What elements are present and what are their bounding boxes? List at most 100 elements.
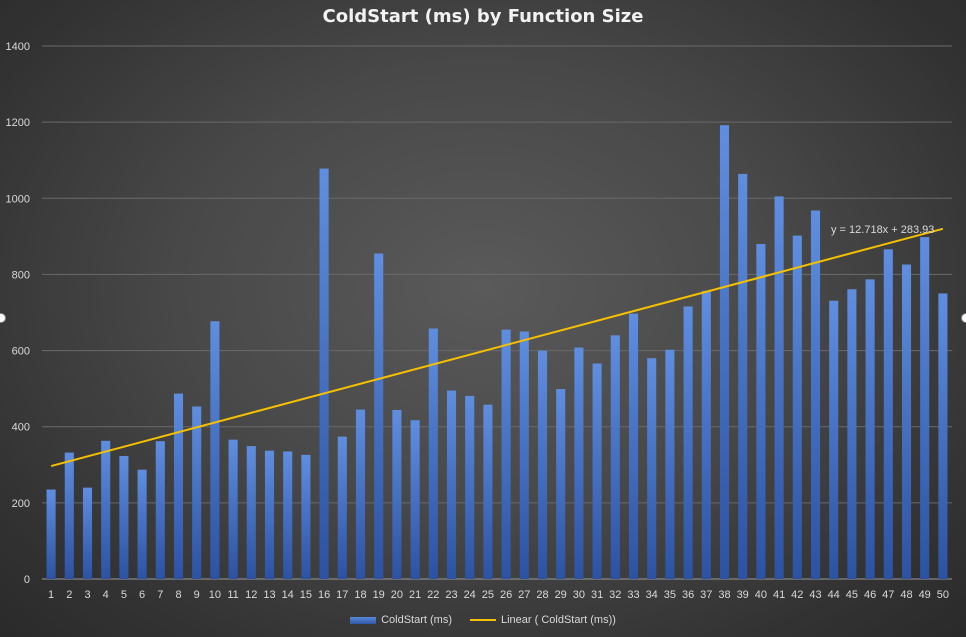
bar <box>883 249 893 579</box>
bar <box>738 173 748 580</box>
x-tick-label: 42 <box>791 589 803 601</box>
resize-handle-right[interactable] <box>961 313 966 323</box>
x-tick-label: 44 <box>828 589 840 601</box>
bar <box>920 237 930 579</box>
legend-item-coldstart: ColdStart (ms) <box>350 614 452 626</box>
bar <box>355 409 366 579</box>
bar <box>610 335 620 579</box>
x-tick-label: 6 <box>139 589 145 601</box>
x-tick-label: 3 <box>84 589 90 601</box>
bar <box>592 363 602 579</box>
x-tick-label: 34 <box>646 589 658 601</box>
legend-swatch-bar <box>350 616 377 624</box>
bar <box>829 300 839 579</box>
bar <box>192 406 202 579</box>
x-tick-label: 13 <box>263 589 275 601</box>
x-tick-label: 15 <box>300 589 312 601</box>
y-tick-label: 200 <box>12 498 30 510</box>
bar <box>938 293 948 579</box>
bar <box>901 264 912 579</box>
bar <box>428 328 438 579</box>
x-tick-label: 48 <box>900 589 912 601</box>
x-tick-label: 18 <box>354 589 366 601</box>
x-tick-label: 45 <box>846 589 858 601</box>
y-tick-label: 1400 <box>6 41 30 53</box>
x-tick-label: 35 <box>664 589 676 601</box>
trendline <box>50 227 944 468</box>
bar <box>847 289 857 579</box>
bar <box>719 125 730 579</box>
x-tick-label: 9 <box>194 589 200 601</box>
bar <box>647 358 657 579</box>
y-tick-label: 0 <box>24 574 30 586</box>
bar <box>501 329 511 579</box>
y-tick-label: 1200 <box>6 117 30 129</box>
x-tick-label: 27 <box>518 589 530 601</box>
x-tick-label: 19 <box>373 589 385 601</box>
x-tick-label: 16 <box>318 589 330 601</box>
bar <box>155 441 165 579</box>
x-tick-label: 23 <box>445 589 457 601</box>
x-tick-label: 25 <box>482 589 494 601</box>
bar <box>337 436 347 579</box>
x-tick-label: 21 <box>409 589 421 601</box>
y-tick-label: 1000 <box>6 193 30 205</box>
x-tick-label: 5 <box>121 589 127 601</box>
x-tick-label: 10 <box>209 589 221 601</box>
bar <box>756 243 766 579</box>
x-tick-label: 8 <box>175 589 181 601</box>
y-tick-label: 800 <box>12 269 30 281</box>
x-tick-label: 22 <box>427 589 439 601</box>
legend: ColdStart (ms) Linear ( ColdStart (ms)) <box>0 614 966 626</box>
bar <box>101 440 111 579</box>
legend-item-trendline: Linear ( ColdStart (ms)) <box>469 614 616 626</box>
bar <box>319 168 329 579</box>
bar <box>865 279 875 579</box>
x-tick-label: 41 <box>773 589 785 601</box>
bar <box>446 390 457 579</box>
x-tick-label: 33 <box>627 589 639 601</box>
bar <box>665 349 675 579</box>
x-tick-label: 39 <box>737 589 749 601</box>
bar <box>810 210 821 579</box>
bar <box>119 456 129 579</box>
x-tick-label: 31 <box>591 589 603 601</box>
bar <box>519 331 529 579</box>
x-tick-label: 28 <box>536 589 548 601</box>
bar <box>792 235 802 580</box>
bar <box>46 489 56 579</box>
bar <box>465 395 475 579</box>
bar <box>246 446 256 579</box>
bar <box>628 313 639 579</box>
x-tick-label: 40 <box>755 589 767 601</box>
x-tick-label: 7 <box>157 589 163 601</box>
x-tick-label: 1 <box>48 589 54 601</box>
legend-swatch-line <box>469 619 496 621</box>
x-tick-label: 38 <box>718 589 730 601</box>
bar <box>374 253 384 579</box>
x-tick-label: 2 <box>66 589 72 601</box>
x-tick-label: 12 <box>245 589 257 601</box>
x-tick-label: 50 <box>937 589 949 601</box>
bar <box>483 404 493 579</box>
resize-handle-left[interactable] <box>0 313 6 323</box>
bar <box>392 409 402 579</box>
bar <box>82 487 93 579</box>
x-tick-label: 29 <box>555 589 567 601</box>
chart-title: ColdStart (ms) by Function Size <box>322 6 644 27</box>
x-tick-label: 26 <box>500 589 512 601</box>
x-tick-label: 43 <box>809 589 821 601</box>
bar <box>264 450 275 579</box>
x-tick-label: 47 <box>882 589 894 601</box>
bar <box>537 350 548 579</box>
x-tick-label: 30 <box>573 589 585 601</box>
bar <box>210 321 220 579</box>
bar <box>774 196 784 579</box>
bar <box>228 439 238 579</box>
bar <box>64 452 74 579</box>
legend-label-coldstart: ColdStart (ms) <box>381 614 452 626</box>
x-tick-label: 36 <box>682 589 694 601</box>
x-tick-label: 32 <box>609 589 621 601</box>
